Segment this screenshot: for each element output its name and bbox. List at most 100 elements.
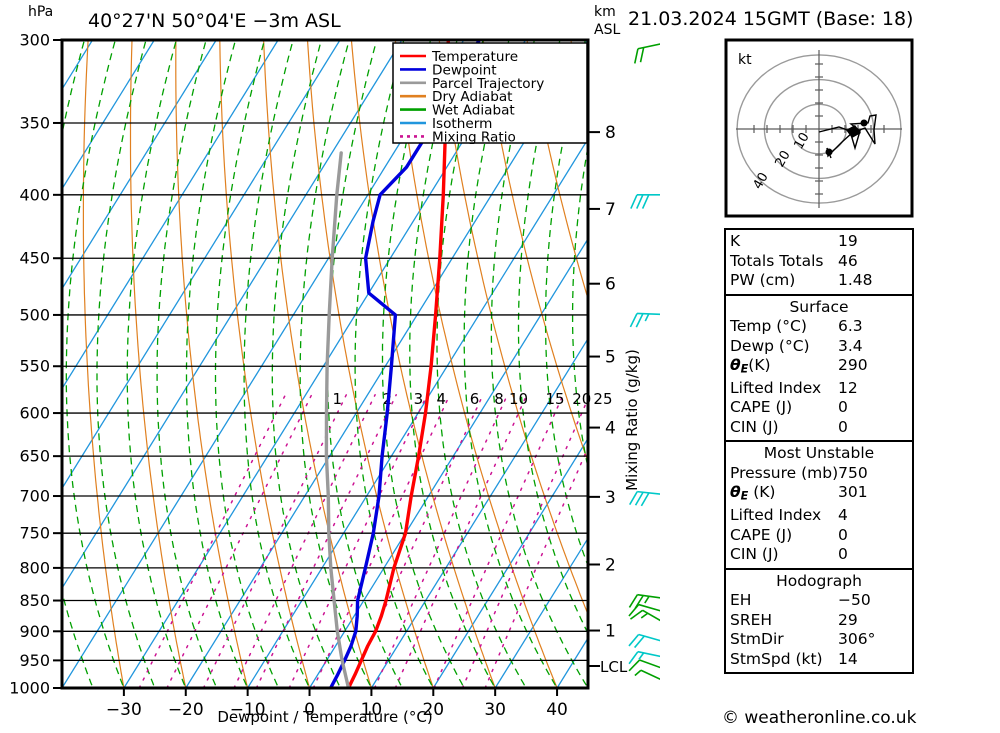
wind-barb-flag: [628, 594, 639, 608]
height-tick-label: 4: [605, 419, 616, 439]
isotherm-line: [370, 337, 588, 688]
indices-label: CIN (J): [730, 545, 779, 564]
isotherm-line: [62, 40, 217, 290]
height-tick-label: 2: [605, 555, 616, 575]
wet-adiabat-line: [271, 40, 340, 686]
indices-label: Lifted Index: [730, 506, 822, 525]
indices-value: 0: [838, 525, 848, 544]
wet-adiabat-line: [544, 40, 588, 568]
indices-value: 29: [838, 610, 858, 629]
isotherm-line: [62, 40, 341, 490]
temperature-tick-label: 40: [546, 700, 568, 720]
indices-value: 0: [838, 417, 848, 436]
mixing-ratio-label: 6: [470, 390, 480, 408]
indices-row: Pressure (mb) 750: [726, 464, 912, 484]
indices-general-box: K 19 Totals Totals 46 PW (cm) 1.48: [724, 228, 914, 294]
hodograph-stats-heading: Hodograph: [776, 571, 862, 590]
wind-barb-shaft: [638, 603, 660, 612]
wind-barb-flag: [644, 595, 650, 604]
height-tick-label: 1: [605, 622, 616, 642]
indices-panel: K 19 Totals Totals 46 PW (cm) 1.48 Surface Tem…: [724, 228, 914, 675]
isotherm-line: [62, 40, 465, 688]
series-temperature: [346, 40, 450, 688]
wind-barb-flag: [636, 194, 644, 209]
pressure-tick-label: 650: [19, 447, 50, 466]
indices-label: CAPE (J): [730, 525, 793, 544]
dry-adiabat-line: [526, 40, 588, 301]
wind-barb-flag: [640, 612, 649, 619]
indices-value: 3.4: [838, 336, 863, 355]
temperature-tick-label: −20: [168, 700, 204, 720]
temperature-tick-label: 10: [361, 700, 383, 720]
mixing-ratio-label: 25: [593, 390, 612, 408]
height-tick-label: 6: [605, 275, 616, 295]
temperature-tick-label: 20: [422, 700, 444, 720]
series-dewpoint: [328, 40, 481, 688]
isotherm-line: [247, 137, 588, 688]
indices-value: 46: [838, 251, 858, 270]
wind-barb-flag: [628, 659, 641, 672]
indices-row: CIN (J) 0: [726, 418, 912, 438]
indices-value: 19: [838, 232, 858, 250]
wet-adiabat-line: [409, 40, 495, 686]
surface-heading: Surface: [789, 297, 849, 316]
pressure-tick-label: 400: [19, 185, 50, 204]
legend-label: Dewpoint: [432, 62, 497, 78]
hodograph-ring-label: 10: [791, 130, 812, 152]
pressure-tick-label: 950: [19, 651, 50, 670]
wind-barb-shaft: [636, 312, 660, 316]
indices-row: K 19: [726, 232, 912, 252]
most-unstable-heading: Most Unstable: [763, 444, 875, 463]
copyright-label: © weatheronline.co.uk: [722, 708, 917, 728]
dry-adiabat-line: [659, 40, 660, 688]
indices-value: 4: [838, 506, 848, 525]
indices-row: SREH 29: [726, 611, 912, 631]
indices-row: θE (K) 301: [726, 483, 912, 506]
indices-row: Lifted Index 12: [726, 379, 912, 399]
wet-adiabat-line: [185, 40, 247, 686]
wind-barb-flag: [634, 595, 644, 609]
wind-barb-flag: [630, 194, 638, 209]
indices-label: Totals Totals: [730, 251, 824, 270]
hodograph-trace: [818, 114, 877, 159]
hodograph-marker-upper: [846, 125, 861, 138]
indices-row: Lifted Index 4: [726, 506, 912, 526]
pressure-tick-label: 300: [19, 31, 50, 50]
wind-barb-flag: [633, 48, 639, 64]
datetime-label: 21.03.2024 15GMT (Base: 18): [628, 8, 914, 30]
indices-label: Temp (°C): [730, 317, 807, 335]
indices-row: CIN (J) 0: [726, 545, 912, 565]
wet-adiabat-line: [299, 40, 371, 686]
indices-label: CIN (J): [730, 417, 779, 436]
wind-barb-flag: [628, 651, 639, 665]
pressure-tick-label: 700: [19, 487, 50, 506]
indices-value: 14: [838, 649, 858, 668]
series-parcel-trajectory: [324, 151, 351, 688]
wind-barb-flag: [634, 491, 644, 506]
indices-value: 1.48: [838, 271, 873, 289]
mixing-ratio-line: [484, 445, 588, 688]
wind-barb-flag: [635, 313, 644, 328]
indices-row: θE(K) 290: [726, 356, 912, 379]
mixing-ratio-label: 4: [436, 390, 446, 408]
wet-adiabat-line: [354, 40, 433, 686]
wind-barb-shaft: [642, 609, 660, 622]
wind-barb-shaft: [640, 669, 660, 681]
pressure-tick-label: 900: [19, 622, 50, 641]
wind-barb-flag: [638, 652, 645, 660]
height-unit-label-asl: ASL: [594, 22, 621, 38]
mixing-ratio-label: 1: [333, 390, 343, 408]
indices-row: Dewp (°C) 3.4: [726, 337, 912, 357]
indices-most-unstable-box: Most Unstable Pressure (mb) 750 θE (K) 301 Li…: [724, 440, 914, 568]
indices-label: Lifted Index: [730, 378, 822, 397]
indices-label: CAPE (J): [730, 398, 793, 417]
mixing-ratio-label: 15: [545, 390, 564, 408]
pressure-tick-label: 850: [19, 591, 50, 610]
indices-value: 0: [838, 398, 848, 417]
wet-adiabat-line: [490, 40, 587, 686]
wet-adiabat-line: [65, 40, 124, 686]
temperature-tick-label: −10: [230, 700, 266, 720]
indices-label: PW (cm): [730, 271, 796, 289]
